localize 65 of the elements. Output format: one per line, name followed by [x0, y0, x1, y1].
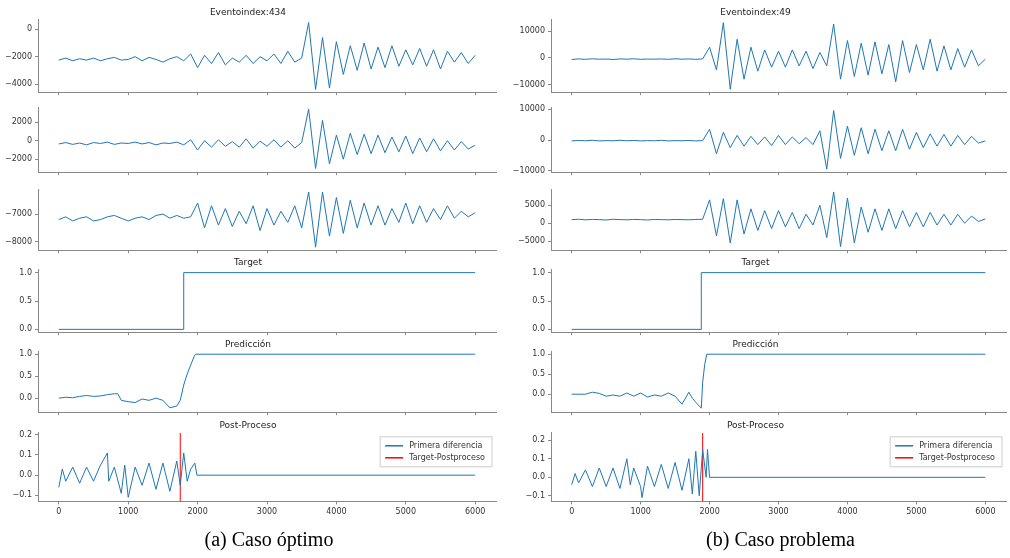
y-tick-label: 0.0 — [19, 393, 32, 403]
y-tick-label: −0.1 — [525, 490, 545, 500]
y-tick-label: 0.0 — [532, 324, 545, 334]
y-tick-label: −2000 — [4, 51, 32, 61]
x-tick-label: 3000 — [256, 507, 278, 517]
y-tick-label: 0.5 — [19, 296, 32, 306]
chart-title: Eventoindex:434 — [209, 6, 287, 17]
x-tick-label: 2000 — [699, 507, 720, 517]
y-tick-label: −5000 — [517, 236, 545, 246]
y-tick-label: 0 — [26, 24, 32, 34]
x-tick-label: 0 — [56, 507, 62, 517]
text: (b) Caso problema — [705, 528, 856, 551]
chart-title: Target — [740, 256, 770, 267]
legend-label: Primera diferencia — [919, 440, 993, 450]
y-tick-label: −4000 — [4, 79, 32, 89]
x-tick-label: 4000 — [837, 507, 858, 517]
y-tick-label: 0.2 — [532, 435, 545, 445]
y-tick-label: 1.0 — [19, 349, 32, 359]
y-tick-label: 0.5 — [532, 369, 545, 379]
y-tick-label: 0.0 — [19, 324, 32, 334]
y-tick-label: 0.2 — [19, 429, 32, 439]
y-tick-label: 2000 — [11, 117, 32, 127]
chart-title: Eventoindex:49 — [720, 6, 791, 17]
chart-title: Post-Proceso — [726, 419, 785, 430]
chart-title: Predicción — [732, 338, 779, 349]
y-tick-label: −7000 — [4, 209, 32, 219]
text: (a) Caso óptimo — [203, 528, 335, 551]
y-tick-label: 0.0 — [532, 389, 545, 399]
x-tick-label: 5000 — [906, 507, 927, 517]
x-tick-label: 6000 — [975, 507, 996, 517]
y-tick-label: 0 — [26, 135, 32, 145]
y-tick-label: −2000 — [4, 154, 32, 164]
legend-label: Target-Postproceso — [918, 452, 996, 462]
x-tick-label: 1000 — [630, 507, 651, 517]
y-tick-label: −10000 — [512, 79, 545, 89]
x-tick-label: 5000 — [395, 507, 416, 517]
legend-label: Target-Postproceso — [408, 452, 486, 462]
y-tick-label: 0.5 — [532, 296, 545, 306]
y-tick-label: 0.1 — [532, 453, 545, 463]
y-tick-label: 10000 — [519, 26, 545, 36]
chart-title: Target — [233, 256, 263, 267]
x-tick-label: 4000 — [326, 507, 347, 517]
y-tick-label: 0.0 — [19, 470, 32, 480]
y-tick-label: 0.5 — [19, 371, 32, 381]
x-tick-label: 1000 — [118, 507, 139, 517]
y-tick-label: 0.1 — [19, 450, 32, 460]
y-tick-label: 1.0 — [532, 349, 545, 359]
chart-title: Predicción — [224, 338, 272, 349]
chart-title: Post-Proceso — [219, 419, 278, 430]
y-tick-label: 0 — [539, 52, 545, 62]
x-tick-label: 0 — [569, 507, 575, 517]
y-tick-label: 10000 — [519, 104, 545, 114]
y-tick-label: −0.1 — [12, 490, 32, 500]
y-tick-label: 1.0 — [19, 267, 32, 277]
y-tick-label: 5000 — [524, 200, 545, 210]
x-tick-label: 3000 — [768, 507, 789, 517]
y-tick-label: 0 — [539, 135, 545, 145]
y-tick-label: 0.0 — [532, 472, 545, 482]
y-tick-label: −8000 — [4, 236, 32, 246]
x-tick-label: 6000 — [465, 507, 486, 517]
y-tick-label: −10000 — [512, 165, 545, 175]
y-tick-label: 0 — [539, 218, 545, 228]
legend-label: Primera diferencia — [409, 440, 483, 450]
x-tick-label: 2000 — [187, 507, 208, 517]
y-tick-label: 1.0 — [532, 267, 545, 277]
